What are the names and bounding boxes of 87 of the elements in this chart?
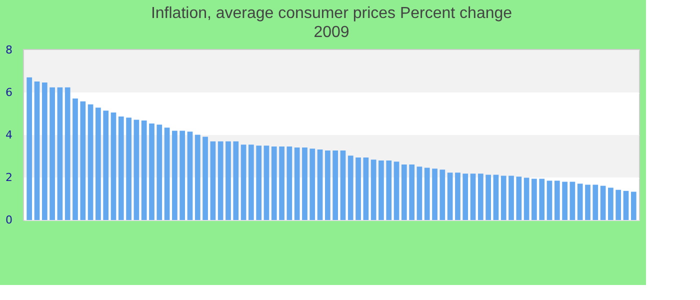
- bar: [271, 146, 277, 220]
- bar: [202, 136, 208, 220]
- bar: [470, 174, 476, 220]
- bar: [118, 116, 124, 220]
- bar: [600, 186, 606, 220]
- bar: [356, 158, 361, 220]
- bar: [80, 101, 86, 220]
- bar: [286, 146, 292, 220]
- bar: [386, 160, 392, 220]
- y-tick-label: 2: [6, 171, 12, 184]
- bar: [592, 184, 598, 220]
- bar: [608, 188, 614, 220]
- bar: [447, 172, 453, 220]
- bar: [577, 184, 583, 220]
- bar: [96, 108, 101, 220]
- bar: [440, 170, 446, 220]
- bar: [585, 184, 590, 220]
- bar: [156, 124, 162, 220]
- bar: [279, 146, 284, 220]
- bar: [256, 146, 262, 220]
- bar: [26, 77, 32, 220]
- bar: [394, 162, 400, 220]
- chart-subtitle: 2009: [314, 24, 350, 41]
- bar: [516, 176, 522, 220]
- bar: [478, 174, 484, 220]
- bar: [539, 178, 545, 220]
- bar: [409, 164, 414, 220]
- bar: [180, 130, 186, 220]
- bar: [42, 82, 48, 220]
- bar: [562, 182, 568, 220]
- bar: [164, 128, 170, 220]
- bar: [378, 160, 384, 220]
- bar: [64, 87, 70, 220]
- bar: [493, 174, 499, 220]
- y-tick-label: 0: [6, 214, 12, 226]
- bar: [455, 172, 460, 220]
- bar: [240, 144, 246, 220]
- y-tick-label: 6: [6, 86, 12, 99]
- bar: [294, 148, 300, 220]
- bar: [532, 178, 537, 220]
- bar: [340, 150, 346, 220]
- bar: [570, 182, 576, 220]
- bar: [57, 87, 63, 220]
- bar: [126, 118, 132, 220]
- bar: [616, 190, 622, 220]
- bar: [524, 178, 530, 220]
- bar: [218, 141, 224, 220]
- bar: [141, 120, 147, 220]
- bar: [332, 150, 338, 220]
- bar: [264, 146, 270, 220]
- bar: [508, 176, 514, 220]
- bar: [486, 174, 491, 220]
- bar: [325, 150, 330, 220]
- bar: [134, 120, 140, 220]
- bar: [110, 112, 116, 220]
- bar: [248, 144, 254, 220]
- bar: [630, 192, 636, 220]
- bar: [348, 156, 354, 220]
- bar: [149, 124, 154, 220]
- bar: [554, 180, 560, 220]
- bar: [210, 141, 216, 220]
- bar: [72, 98, 78, 220]
- bar: [432, 168, 438, 220]
- bar: [187, 132, 193, 220]
- bar: [462, 174, 468, 220]
- bar: [424, 168, 430, 220]
- bar: [546, 180, 552, 220]
- bar: [172, 130, 178, 220]
- bar: [500, 176, 506, 220]
- y-tick-label: 8: [6, 44, 12, 56]
- bar: [401, 164, 407, 220]
- bar: [34, 81, 40, 220]
- bar: [317, 149, 323, 220]
- bar: [623, 190, 629, 220]
- bar: [103, 110, 109, 220]
- bar: [370, 160, 376, 220]
- y-tick-label: 4: [6, 128, 12, 142]
- bar: [363, 158, 369, 220]
- bar: [88, 104, 94, 220]
- chart-title: Inflation, average consumer prices Percent change: [150, 5, 512, 22]
- bar: [226, 141, 231, 220]
- bar: [310, 148, 316, 220]
- bar: [416, 166, 422, 220]
- bar: [50, 87, 55, 220]
- bar: [302, 148, 308, 220]
- bar: [233, 141, 239, 220]
- bar: [194, 134, 200, 220]
